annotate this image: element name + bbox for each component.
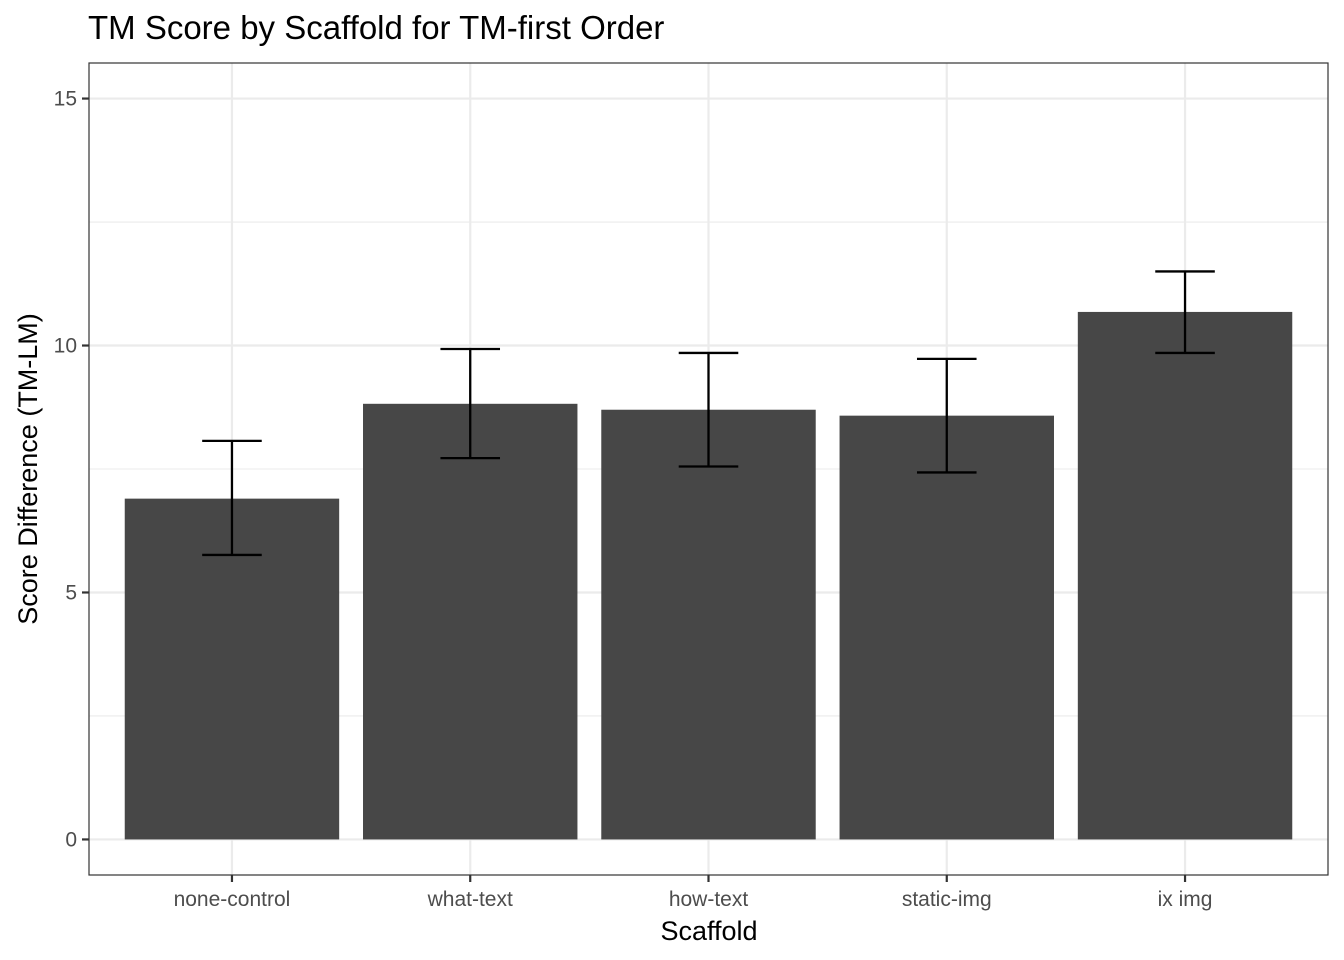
x-tick-label: static-img [902, 888, 992, 911]
y-tick-label: 5 [65, 581, 77, 604]
x-tick-label: how-text [669, 888, 749, 911]
error-bar [440, 347, 501, 460]
y-tick-label: 0 [65, 828, 77, 851]
bar [839, 415, 1054, 840]
bar [363, 403, 578, 840]
x-tick-label: none-control [174, 888, 291, 911]
error-bar [202, 439, 262, 557]
x-tick-label: what-text [427, 888, 513, 911]
error-bar [1155, 270, 1215, 355]
error-bar [916, 357, 977, 474]
x-axis-title: Scaffold [660, 916, 757, 946]
y-tick-label: 10 [54, 335, 77, 358]
chart-title: TM Score by Scaffold for TM-first Order [88, 9, 664, 46]
bar [1077, 311, 1293, 840]
y-axis: 0 5 10 15 [54, 88, 89, 851]
bar [601, 409, 816, 840]
y-tick-label: 15 [54, 88, 77, 111]
x-tick-label: ix img [1158, 888, 1213, 911]
y-axis-title: Score Difference (TM-LM) [13, 313, 43, 625]
error-bar [678, 351, 739, 468]
x-axis: none-control what-text how-text static-img i… [174, 875, 1213, 911]
plot-panel [88, 62, 1329, 876]
